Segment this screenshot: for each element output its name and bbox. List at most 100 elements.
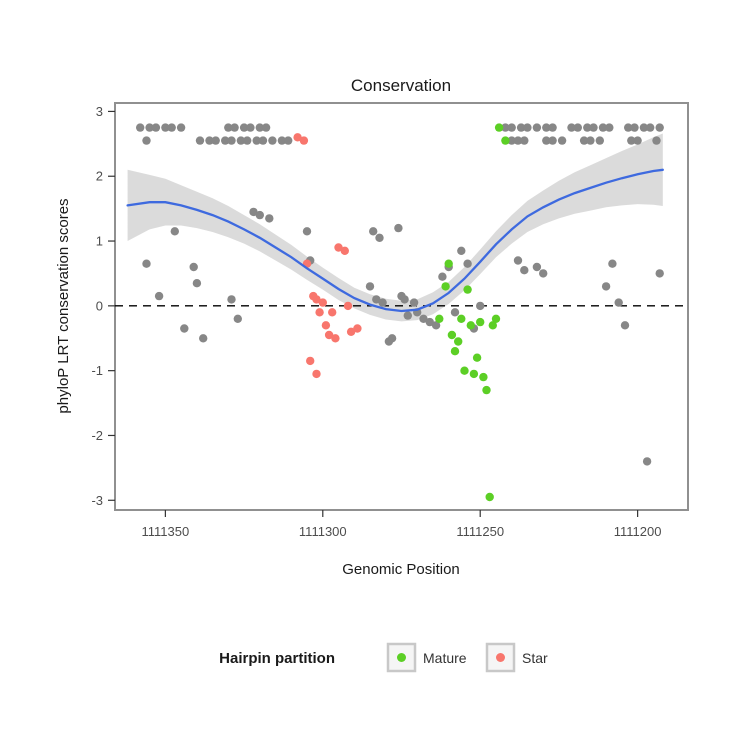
data-point-other bbox=[136, 123, 145, 132]
data-point-other bbox=[476, 301, 485, 311]
y-tick-label: -1 bbox=[91, 363, 103, 378]
data-point-other bbox=[586, 136, 595, 145]
data-point-other bbox=[583, 123, 592, 132]
data-point-mature bbox=[444, 259, 453, 268]
data-point-star bbox=[334, 243, 343, 252]
legend-key-mature: Mature bbox=[386, 642, 467, 673]
y-tick-label: 0 bbox=[96, 298, 103, 313]
data-point-other bbox=[431, 321, 441, 330]
data-point-other bbox=[258, 136, 268, 145]
chart-title: Conservation bbox=[351, 76, 451, 95]
data-point-other bbox=[633, 136, 642, 145]
data-point-other bbox=[646, 123, 655, 132]
data-point-other bbox=[261, 123, 271, 132]
data-point-other bbox=[170, 227, 179, 236]
data-point-star bbox=[312, 369, 321, 379]
y-tick-label: 1 bbox=[96, 234, 103, 249]
data-point-star bbox=[324, 330, 334, 340]
data-point-mature bbox=[476, 317, 485, 327]
data-point-star bbox=[331, 334, 340, 343]
data-point-other bbox=[507, 136, 516, 145]
y-tick-label: 3 bbox=[96, 104, 103, 119]
data-point-other bbox=[145, 123, 154, 132]
data-point-other bbox=[252, 136, 261, 145]
data-point-star bbox=[328, 308, 337, 317]
data-point-other bbox=[243, 136, 252, 145]
data-point-mature bbox=[472, 353, 482, 362]
x-tick-label: 1111200 bbox=[614, 524, 662, 539]
data-point-mature bbox=[457, 314, 466, 323]
data-point-mature bbox=[435, 314, 444, 323]
data-point-other bbox=[548, 136, 557, 145]
y-axis-title: phyloP LRT conservation scores bbox=[55, 198, 72, 413]
data-point-other bbox=[239, 123, 249, 132]
data-point-other bbox=[176, 123, 186, 132]
data-point-other bbox=[224, 123, 233, 132]
data-point-other bbox=[520, 266, 529, 275]
data-point-star bbox=[346, 327, 356, 336]
data-point-other bbox=[192, 279, 202, 288]
data-points bbox=[136, 123, 664, 502]
data-point-star bbox=[340, 246, 349, 255]
smooth-path bbox=[126, 168, 664, 313]
data-point-other bbox=[516, 123, 526, 132]
data-point-mature bbox=[450, 347, 460, 356]
data-point-other bbox=[627, 136, 636, 145]
data-point-other bbox=[573, 123, 582, 132]
data-point-star bbox=[312, 295, 321, 304]
data-point-other bbox=[548, 123, 557, 132]
data-point-mature bbox=[488, 321, 497, 330]
data-point-other bbox=[642, 457, 652, 466]
data-point-star bbox=[353, 324, 362, 333]
x-tick-label: 1111300 bbox=[299, 524, 347, 539]
data-point-other bbox=[567, 123, 576, 132]
x-axis-title: Genomic Position bbox=[342, 561, 460, 578]
legend-label-star: Star bbox=[522, 650, 548, 666]
data-point-other bbox=[463, 259, 472, 268]
data-point-other bbox=[400, 295, 409, 304]
data-point-other bbox=[195, 136, 205, 145]
data-point-mature bbox=[463, 285, 472, 294]
data-point-other bbox=[539, 269, 548, 278]
data-point-other bbox=[236, 136, 246, 145]
data-point-other bbox=[542, 136, 551, 145]
data-point-star bbox=[299, 136, 309, 145]
data-point-other bbox=[589, 123, 598, 132]
data-point-other bbox=[620, 321, 630, 330]
data-point-other bbox=[608, 259, 617, 268]
data-point-other bbox=[513, 136, 523, 145]
data-point-star bbox=[293, 133, 302, 142]
x-axis-ticks: 1111350 1111300 1111250 1111200 bbox=[142, 510, 662, 539]
data-point-other bbox=[532, 123, 542, 132]
data-point-star bbox=[318, 298, 327, 307]
data-point-other bbox=[233, 314, 242, 323]
data-point-other bbox=[595, 136, 604, 145]
data-point-star bbox=[321, 321, 331, 330]
data-point-other bbox=[450, 308, 460, 317]
data-point-other bbox=[255, 123, 264, 132]
data-point-other bbox=[513, 256, 523, 265]
data-point-other bbox=[501, 123, 510, 132]
data-point-other bbox=[425, 317, 434, 327]
data-point-other bbox=[180, 324, 189, 333]
data-point-other bbox=[409, 298, 419, 307]
data-point-other bbox=[624, 123, 633, 132]
y-tick-label: 2 bbox=[96, 169, 103, 184]
y-tick-label: -3 bbox=[91, 493, 103, 508]
data-point-other bbox=[227, 136, 236, 145]
plot-panel bbox=[114, 102, 689, 511]
data-point-mature bbox=[469, 369, 479, 379]
data-point-other bbox=[605, 123, 614, 132]
data-point-other bbox=[438, 272, 447, 281]
data-point-other bbox=[557, 136, 567, 145]
data-point-other bbox=[520, 136, 529, 145]
data-point-other bbox=[302, 227, 312, 236]
data-point-other bbox=[167, 123, 176, 132]
data-point-other bbox=[614, 298, 623, 307]
data-point-star bbox=[315, 308, 324, 317]
star-swatch-icon bbox=[496, 653, 505, 662]
legend-title: Hairpin partition bbox=[219, 650, 335, 667]
data-point-other bbox=[655, 269, 664, 278]
data-point-other bbox=[387, 334, 397, 343]
data-point-mature bbox=[460, 366, 469, 375]
